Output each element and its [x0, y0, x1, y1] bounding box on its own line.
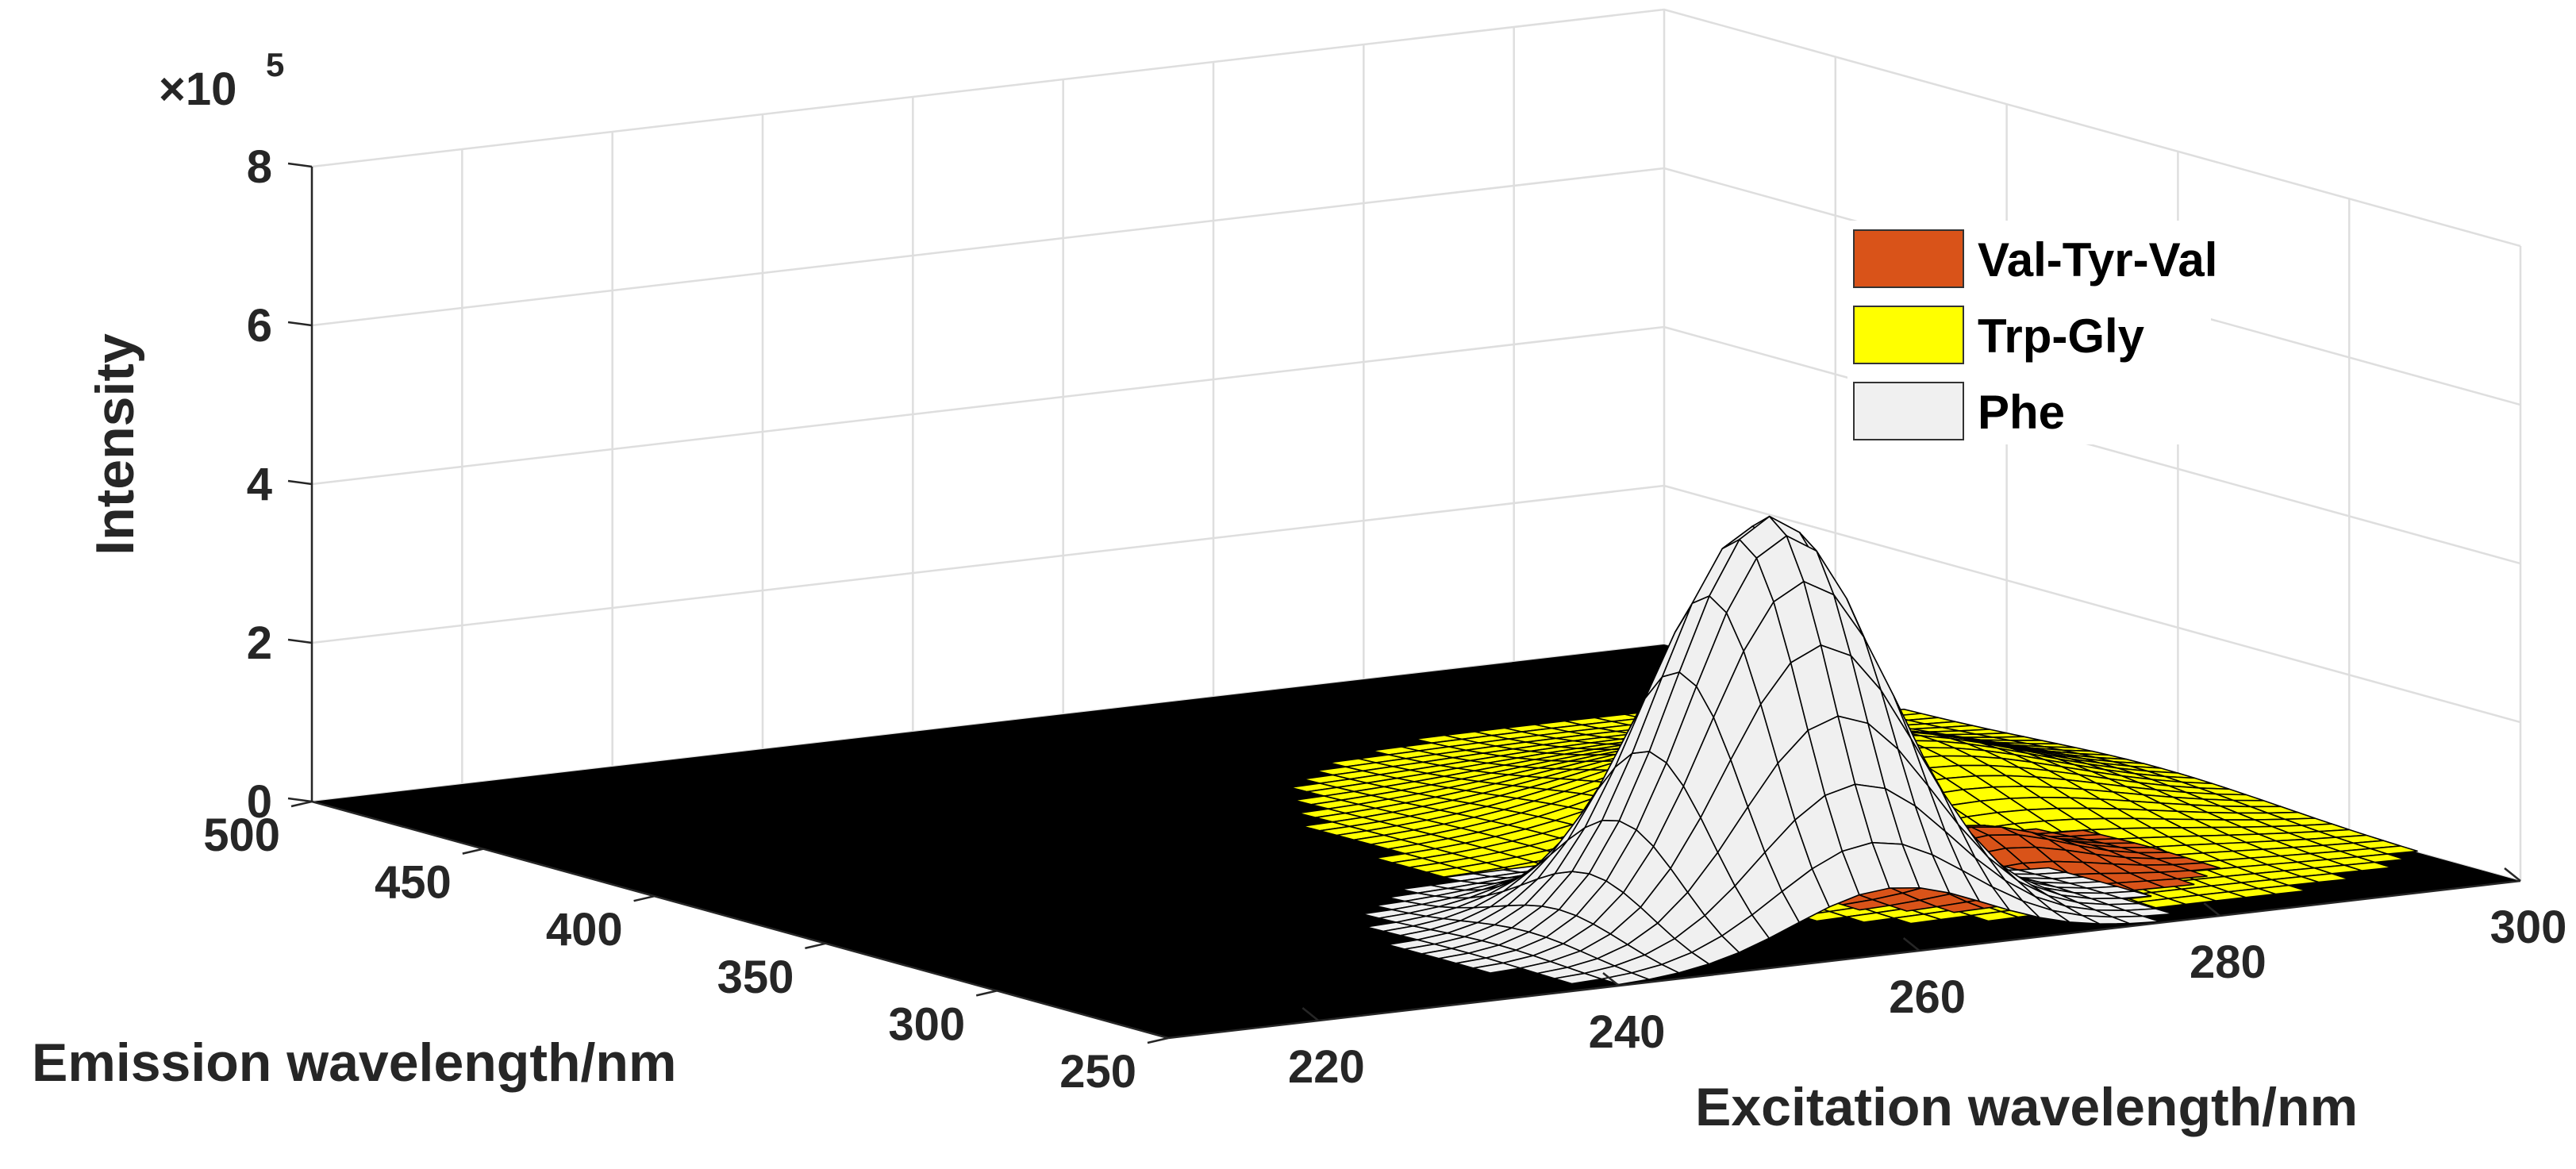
z-tick — [287, 638, 313, 644]
axes: 0 2 4 6 8 250 300 350 400 450 500 220 240 260 280 300 — [203, 141, 2566, 1098]
x-tick — [2203, 902, 2221, 917]
z-multiplier: ×10 5 — [159, 46, 284, 115]
x-tick-label: 280 — [2190, 936, 2266, 988]
surface-face — [2159, 870, 2208, 880]
x-tick — [2504, 867, 2521, 882]
surface-face — [2258, 884, 2306, 895]
x-axis-label: Excitation wavelength/nm — [1695, 1077, 2358, 1137]
y-tick-label: 450 — [375, 857, 452, 909]
x-tick-label: 240 — [1589, 1006, 1666, 1058]
surface-face — [2125, 908, 2174, 917]
y-tick-label: 250 — [1059, 1046, 1136, 1098]
z-tick — [287, 162, 313, 168]
surface-face — [2104, 890, 2152, 899]
x-tick — [1902, 937, 1920, 952]
surface-face — [2301, 872, 2350, 883]
z-grid-line — [311, 8, 2521, 248]
surface-face — [2173, 862, 2220, 871]
z-multiplier-base: ×10 — [159, 63, 236, 115]
surface-plots — [1290, 515, 2418, 986]
legend-swatch — [1853, 306, 1964, 364]
legend: Val-Tyr-Val Trp-Gly Phe — [1847, 221, 2217, 444]
z-tick-label: 8 — [247, 141, 272, 193]
x-axis-line — [1167, 879, 2521, 1040]
z-tick — [287, 797, 313, 803]
y-tick — [805, 942, 826, 950]
y-tick — [633, 894, 655, 902]
z-axis-label: Intensity — [85, 333, 145, 556]
x-tick-label: 260 — [1889, 971, 1966, 1023]
x-tick-label: 300 — [2490, 902, 2567, 953]
y-tick-label: 300 — [888, 998, 965, 1050]
legend-swatch — [1853, 382, 1964, 440]
z-tick-label: 2 — [247, 617, 272, 669]
y-axis-line — [311, 800, 1169, 1040]
y-tick-label: 400 — [546, 904, 623, 956]
y-tick — [1147, 1036, 1169, 1044]
legend-entry-label: Phe — [1978, 386, 2065, 439]
y-tick — [290, 800, 313, 808]
legend-entry-label: Trp-Gly — [1978, 310, 2145, 363]
legend-entry-label: Val-Tyr-Val — [1978, 233, 2217, 286]
z-tick-label: 6 — [247, 300, 272, 352]
x-tick-label: 220 — [1288, 1041, 1365, 1093]
surface-face — [2112, 915, 2160, 925]
y-tick-label: 350 — [717, 952, 794, 1003]
y-tick — [462, 848, 484, 855]
surface-face — [2357, 853, 2405, 863]
z-tick-label: 0 — [247, 776, 272, 828]
surface-face — [2370, 845, 2418, 855]
x-tick — [1301, 1007, 1320, 1021]
y-axis-label: Emission wavelength/nm — [32, 1032, 676, 1093]
legend-swatch — [1853, 229, 1964, 288]
z-tick-label: 4 — [247, 459, 272, 510]
surface-phe — [1362, 515, 2174, 986]
y-tick — [975, 990, 998, 997]
z-tick — [287, 479, 313, 486]
y-tick-label: 500 — [203, 809, 280, 861]
surface-face — [2147, 878, 2195, 889]
surface-face — [2344, 861, 2393, 871]
z-multiplier-exponent: 5 — [266, 46, 284, 83]
x-tick — [1602, 972, 1620, 986]
z-tick — [287, 321, 313, 327]
